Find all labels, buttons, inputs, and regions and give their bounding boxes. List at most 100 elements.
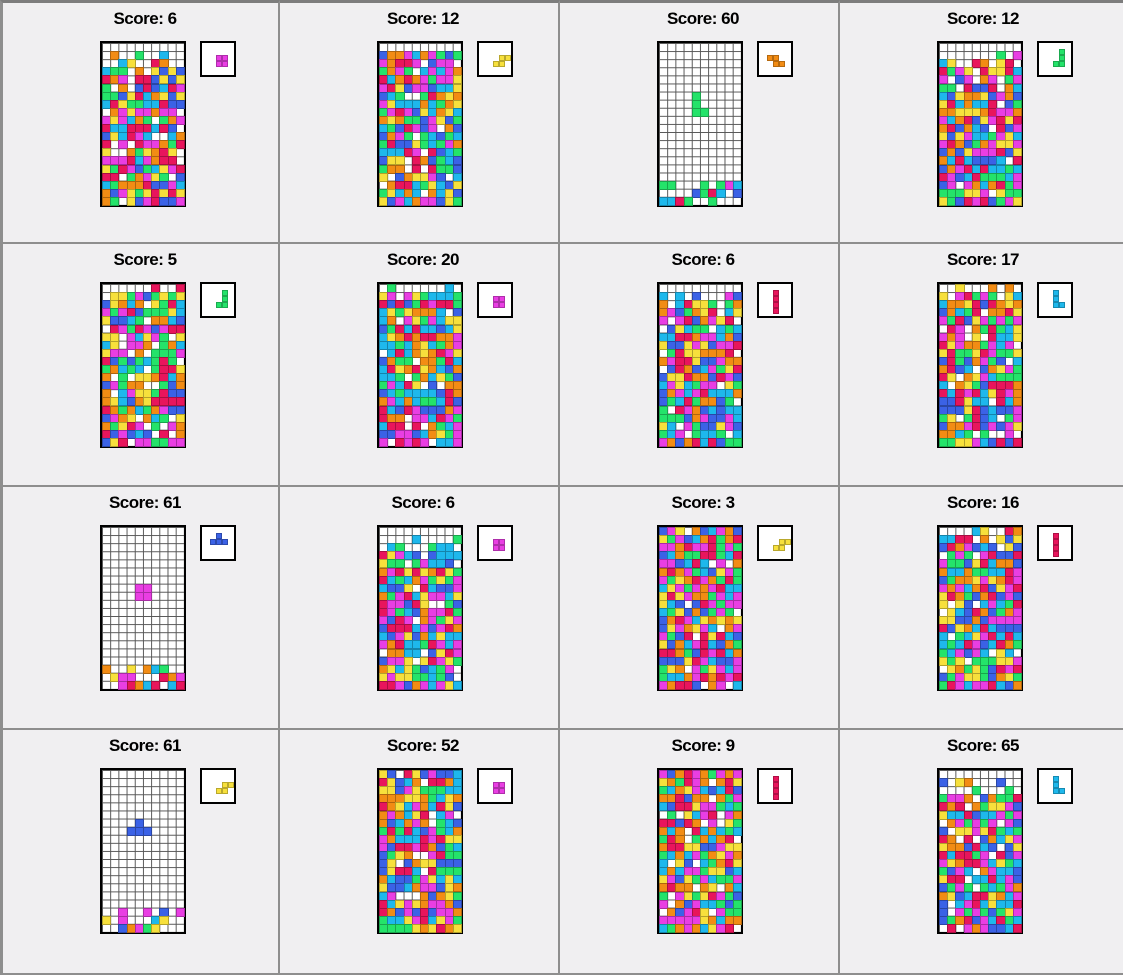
block (452, 656, 462, 666)
block (175, 115, 185, 125)
block (1012, 196, 1022, 206)
block (1012, 680, 1022, 690)
tetris-board (377, 282, 463, 448)
block (732, 680, 742, 690)
block (732, 915, 742, 925)
block (420, 437, 430, 447)
game-panel: Score: 12 (280, 0, 560, 244)
next-piece-preview (757, 768, 793, 804)
block (732, 437, 742, 447)
block (1012, 640, 1022, 650)
tetris-board (937, 768, 1023, 934)
next-piece-preview (1037, 41, 1073, 77)
next-piece-preview (477, 768, 513, 804)
falling-piece-block (143, 591, 153, 601)
block (411, 59, 421, 69)
next-piece-preview (200, 41, 236, 77)
score-label: Score: 12 (386, 9, 460, 28)
block (732, 308, 742, 318)
next-piece-block (222, 61, 228, 67)
next-piece-preview (757, 282, 793, 318)
next-piece-preview (757, 525, 793, 561)
block (452, 680, 462, 690)
tetris-board (657, 282, 743, 448)
game-panel: Score: 17 (840, 244, 1123, 487)
next-piece-block (216, 55, 222, 61)
score-label: Score: 6 (671, 250, 735, 269)
block (691, 680, 701, 690)
next-piece-block (222, 539, 228, 545)
next-piece-preview (477, 41, 513, 77)
score-label: Score: 17 (946, 250, 1020, 269)
tetris-board (937, 525, 1023, 691)
game-panel: Score: 60 (560, 0, 840, 244)
next-piece-preview (1037, 525, 1073, 561)
block (379, 172, 389, 182)
next-piece-preview (200, 282, 236, 318)
score-label: Score: 9 (671, 736, 735, 755)
tetris-board (657, 768, 743, 934)
block (667, 180, 677, 190)
score-label: Score: 60 (666, 9, 740, 28)
block (151, 680, 161, 690)
game-panel: Score: 9 (560, 730, 840, 975)
next-piece-block (222, 788, 228, 794)
block (452, 923, 462, 933)
block (732, 599, 742, 609)
block (452, 535, 462, 545)
score-label: Score: 52 (386, 736, 460, 755)
tetris-board (377, 525, 463, 691)
next-piece-block (773, 55, 779, 61)
next-piece-preview (200, 768, 236, 804)
next-piece-block (228, 782, 234, 788)
block (175, 680, 185, 690)
next-piece-block (499, 61, 505, 67)
game-panel: Score: 6 (280, 487, 560, 730)
score-label: Score: 6 (113, 9, 177, 28)
next-piece-block (1059, 61, 1065, 67)
next-piece-block (779, 545, 785, 551)
block (732, 188, 742, 198)
block (102, 915, 112, 925)
block (175, 907, 185, 917)
block (110, 196, 120, 206)
next-piece-block (222, 55, 228, 61)
next-piece-block (773, 308, 779, 314)
next-piece-preview (477, 525, 513, 561)
next-piece-block (499, 55, 505, 61)
score-label: Score: 3 (671, 493, 735, 512)
block (159, 915, 169, 925)
block (134, 51, 144, 61)
game-panel: Score: 61 (0, 730, 280, 975)
next-piece-block (222, 302, 228, 308)
score-label: Score: 20 (386, 250, 460, 269)
block (1012, 437, 1022, 447)
next-piece-block (216, 61, 222, 67)
block (175, 99, 185, 109)
block (175, 140, 185, 150)
tetris-board (937, 282, 1023, 448)
tetris-board (377, 41, 463, 207)
block (732, 389, 742, 399)
game-panel: Score: 20 (280, 244, 560, 487)
block (379, 437, 389, 447)
next-piece-block (1059, 788, 1065, 794)
tetris-board (100, 41, 186, 207)
falling-piece-block (700, 107, 710, 117)
score-label: Score: 16 (946, 493, 1020, 512)
block (708, 196, 718, 206)
next-piece-block (493, 61, 499, 67)
block (724, 923, 734, 933)
block (452, 437, 462, 447)
next-piece-block (785, 539, 791, 545)
next-piece-block (216, 302, 222, 308)
score-label: Score: 6 (391, 493, 455, 512)
score-label: Score: 61 (108, 493, 182, 512)
block (732, 826, 742, 836)
block (118, 437, 128, 447)
next-piece-block (773, 794, 779, 800)
falling-piece-block (143, 826, 153, 836)
tetris-board (657, 525, 743, 691)
game-panel: Score: 16 (840, 487, 1123, 730)
game-panel: Score: 61 (0, 487, 280, 730)
